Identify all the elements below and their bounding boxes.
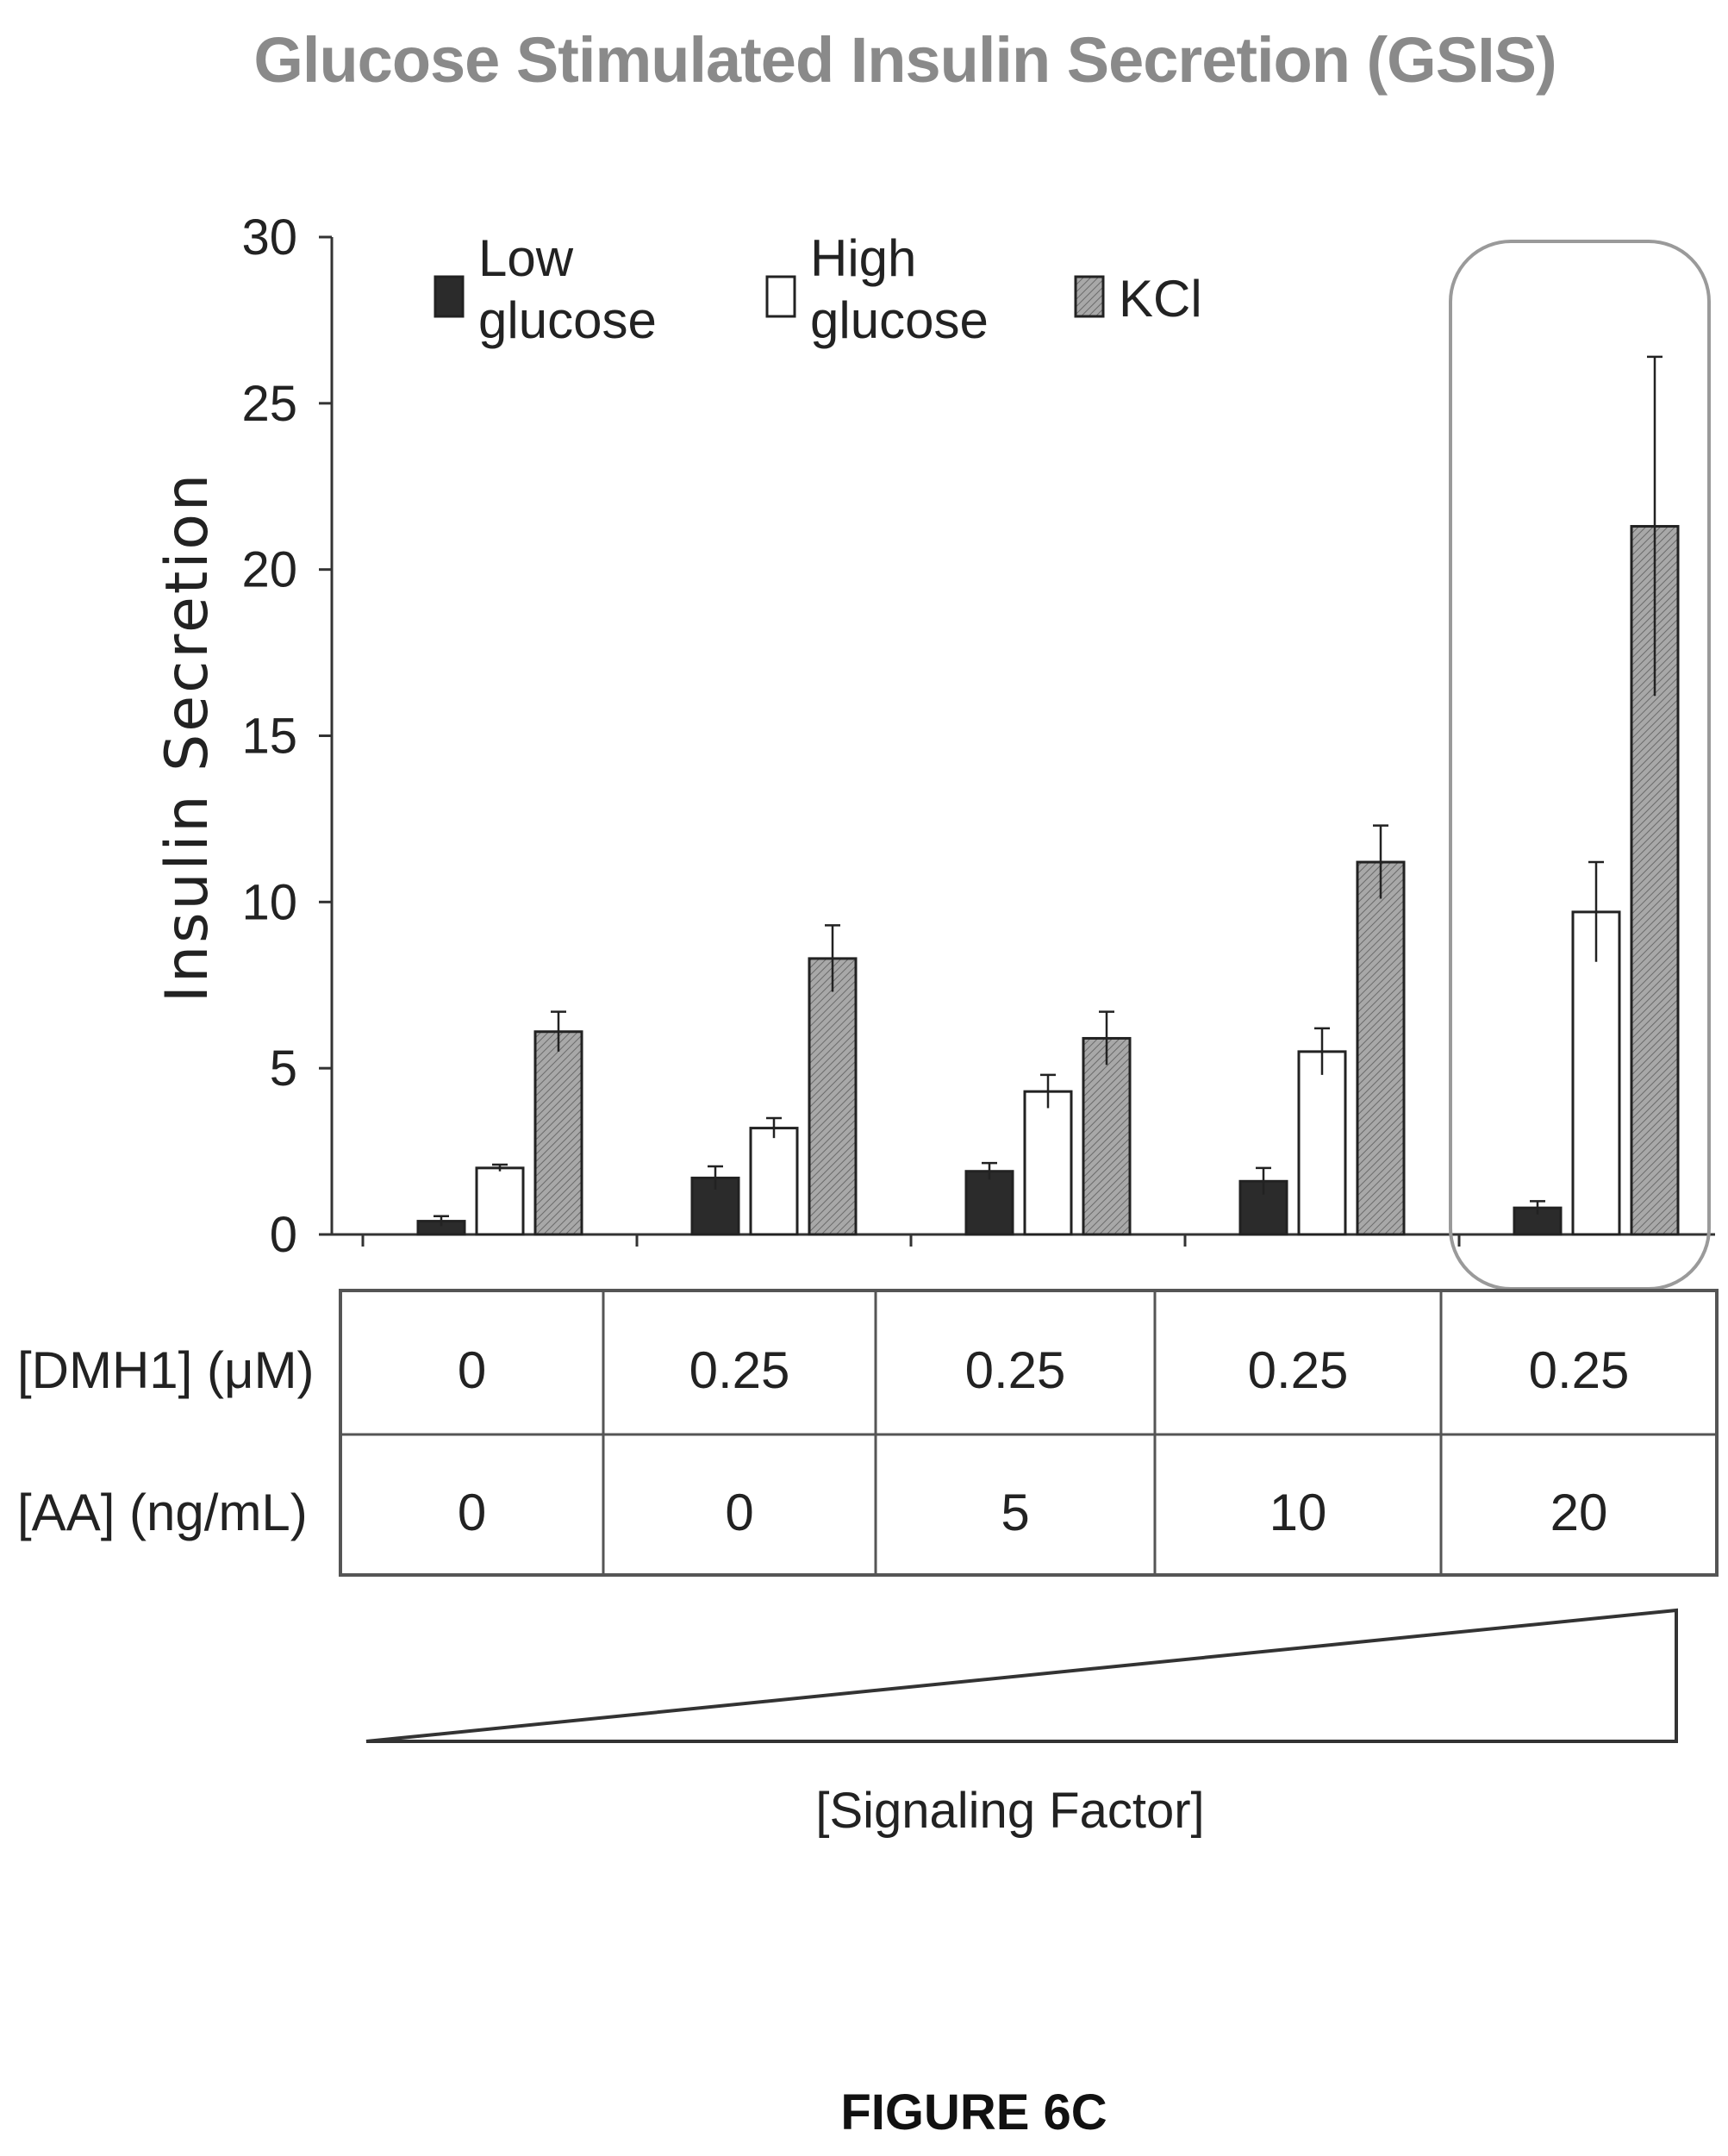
table-cell: 0.25 [1248, 1341, 1349, 1399]
table-row-label: [DMH1] (μM) [17, 1341, 315, 1399]
bar-3-1 [533, 1030, 583, 1236]
bar-3-4 [1356, 860, 1406, 1236]
legend-swatch-2 [765, 275, 796, 318]
legend-label: glucose [478, 291, 657, 349]
bar-2-1 [475, 1166, 525, 1236]
y-tick-label: 0 [270, 1207, 297, 1263]
y-tick-label: 15 [241, 709, 297, 765]
table-cell: 0 [725, 1484, 753, 1541]
table-border [339, 1289, 1719, 1577]
table-cell: 0 [458, 1484, 486, 1541]
table-cell: 0 [458, 1341, 486, 1399]
chart-title: Glucose Stimulated Insulin Secretion (GS… [253, 24, 1556, 96]
y-tick-label: 30 [241, 209, 297, 266]
bar-1-3 [964, 1170, 1014, 1236]
y-tick-label: 25 [241, 376, 297, 432]
table-cell: 20 [1550, 1484, 1608, 1541]
bar-2-3 [1023, 1090, 1073, 1236]
x-axis [332, 1233, 1715, 1247]
legend-label: glucose [810, 291, 989, 349]
bar-2-4 [1297, 1050, 1347, 1236]
gradient-wedge [365, 1608, 1678, 1743]
table-cell: 0.25 [965, 1341, 1066, 1399]
condition-table: [DMH1] (μM) 0 0.25 0.25 0.25 0.25 [AA] (ng/mL)… [17, 1289, 1719, 1577]
bar-2-5 [1571, 910, 1621, 1236]
y-axis: 0 5 10 15 20 25 30 [241, 209, 334, 1263]
table-cell: 0.25 [1529, 1341, 1630, 1399]
y-tick-label: 5 [270, 1041, 297, 1097]
gradient-label: [Signaling Factor] [815, 1783, 1204, 1839]
legend-swatch-3 [1074, 275, 1105, 318]
bar-3-3 [1082, 1036, 1132, 1236]
bar-layer [416, 355, 1680, 1236]
bar-3-2 [808, 957, 858, 1236]
figure-label: FIGURE 6C [840, 2084, 1107, 2140]
table-cell: 5 [1001, 1484, 1029, 1541]
legend-label: KCl [1119, 270, 1202, 328]
bar-2-2 [749, 1127, 799, 1236]
legend-label: Low [478, 229, 574, 287]
y-axis-label: Insulin Secretion [153, 472, 221, 1003]
y-tick-label: 10 [241, 874, 297, 930]
y-tick-label: 20 [241, 542, 297, 598]
legend-swatch-1 [434, 275, 465, 318]
table-cell: 0.25 [689, 1341, 790, 1399]
table-row-label: [AA] (ng/mL) [17, 1484, 308, 1541]
table-cell: 10 [1269, 1484, 1327, 1541]
legend-label: High [810, 229, 916, 287]
